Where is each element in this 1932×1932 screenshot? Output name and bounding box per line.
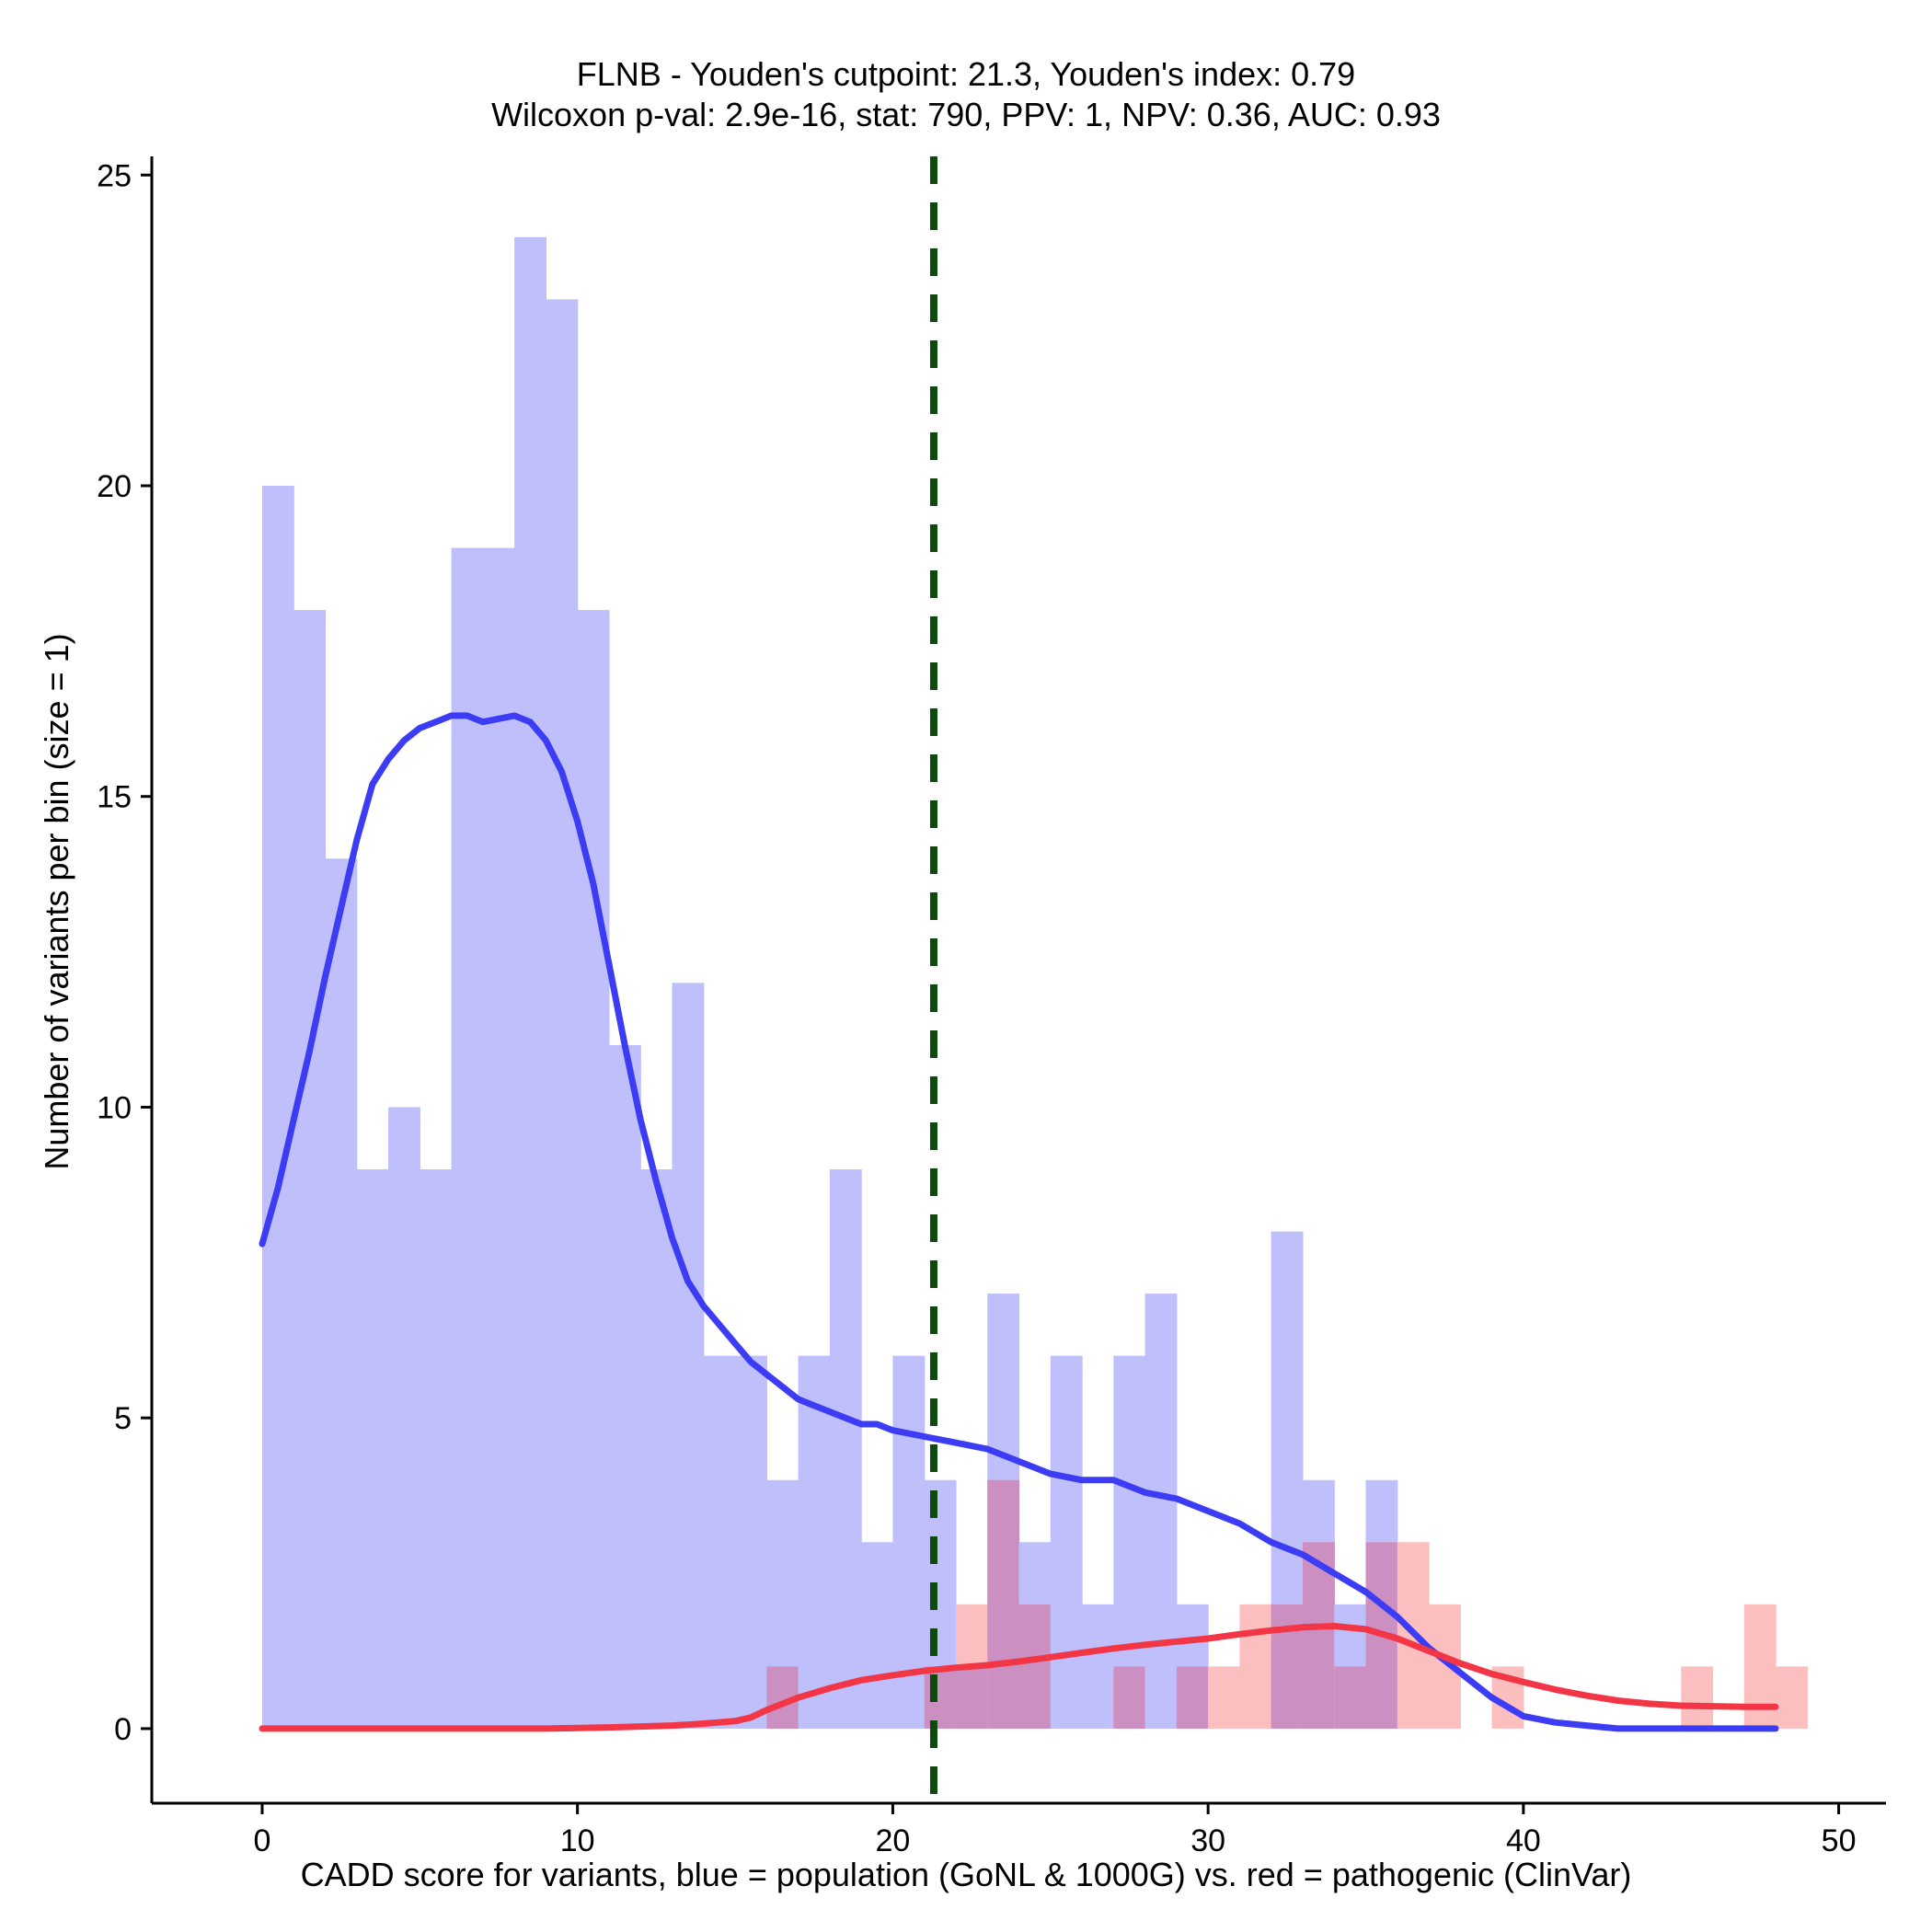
chart-subtitle: Wilcoxon p-val: 2.9e-16, stat: 790, PPV:… <box>491 96 1441 133</box>
ticks-layer: 0 10 20 30 40 50 0 5 10 15 20 25 <box>97 158 1856 1858</box>
population-bar-26 <box>1082 1604 1114 1729</box>
overlap-bar-27 <box>1113 1666 1146 1729</box>
y-tick-label-25: 25 <box>97 158 132 193</box>
population-bar-17 <box>798 1355 831 1729</box>
population-bar-25 <box>1050 1355 1083 1729</box>
y-axis-label: Number of variants per bin (size = 1) <box>38 633 75 1169</box>
population-bar-0 <box>261 486 294 1729</box>
x-tick-label-20: 20 <box>875 1823 910 1858</box>
x-tick-label-50: 50 <box>1822 1823 1857 1858</box>
population-bar-9 <box>546 299 579 1729</box>
x-tick-label-30: 30 <box>1190 1823 1225 1858</box>
overlap-bar-29 <box>1176 1666 1209 1729</box>
x-tick-label-40: 40 <box>1506 1823 1541 1858</box>
population-bar-10 <box>577 610 610 1729</box>
population-bar-4 <box>388 1107 420 1729</box>
population-bar-14 <box>703 1355 736 1729</box>
overlap-bar-23 <box>987 1479 1020 1729</box>
y-tick-label-15: 15 <box>97 780 132 815</box>
population-bar-20 <box>892 1355 926 1729</box>
population-bar-5 <box>420 1169 453 1729</box>
x-tick-label-0: 0 <box>253 1823 270 1858</box>
pathogenic-bar-31 <box>1239 1604 1272 1729</box>
axes-layer <box>150 156 1886 1805</box>
overlap-bar-34 <box>1334 1666 1367 1729</box>
bars-layer <box>261 236 1808 1729</box>
pathogenic-bar-45 <box>1681 1666 1714 1729</box>
population-bar-19 <box>861 1542 894 1729</box>
population-bar-11 <box>608 1044 641 1729</box>
pathogenic-bar-30 <box>1208 1666 1241 1729</box>
population-bar-2 <box>325 858 358 1729</box>
y-tick-label-10: 10 <box>97 1090 132 1125</box>
overlap-bar-22 <box>955 1666 988 1729</box>
pathogenic-bar-48 <box>1776 1666 1808 1729</box>
y-tick-label-20: 20 <box>97 469 132 504</box>
x-tick-label-10: 10 <box>560 1823 595 1858</box>
population-bar-12 <box>640 1169 673 1729</box>
pathogenic-density-line <box>259 1623 1779 1732</box>
overlap-bar-24 <box>1018 1604 1052 1729</box>
population-bar-28 <box>1144 1294 1178 1729</box>
population-bar-1 <box>293 610 327 1729</box>
overlap-bar-32 <box>1271 1604 1304 1729</box>
population-bar-7 <box>482 547 515 1729</box>
density-lines-layer <box>259 712 1779 1732</box>
chart-title: FLNB - Youden's cutpoint: 21.3, Youden's… <box>577 55 1355 93</box>
population-bar-3 <box>356 1169 389 1729</box>
population-bar-8 <box>514 236 547 1729</box>
population-bar-6 <box>451 547 484 1729</box>
population-bar-13 <box>672 983 705 1729</box>
population-bar-18 <box>829 1169 862 1729</box>
population-density-line <box>259 712 1779 1732</box>
y-tick-label-0: 0 <box>114 1712 132 1747</box>
x-axis-label: CADD score for variants, blue = populati… <box>301 1856 1632 1893</box>
overlap-bar-21 <box>924 1666 957 1729</box>
y-tick-label-5: 5 <box>114 1401 132 1436</box>
population-bar-15 <box>735 1355 767 1729</box>
